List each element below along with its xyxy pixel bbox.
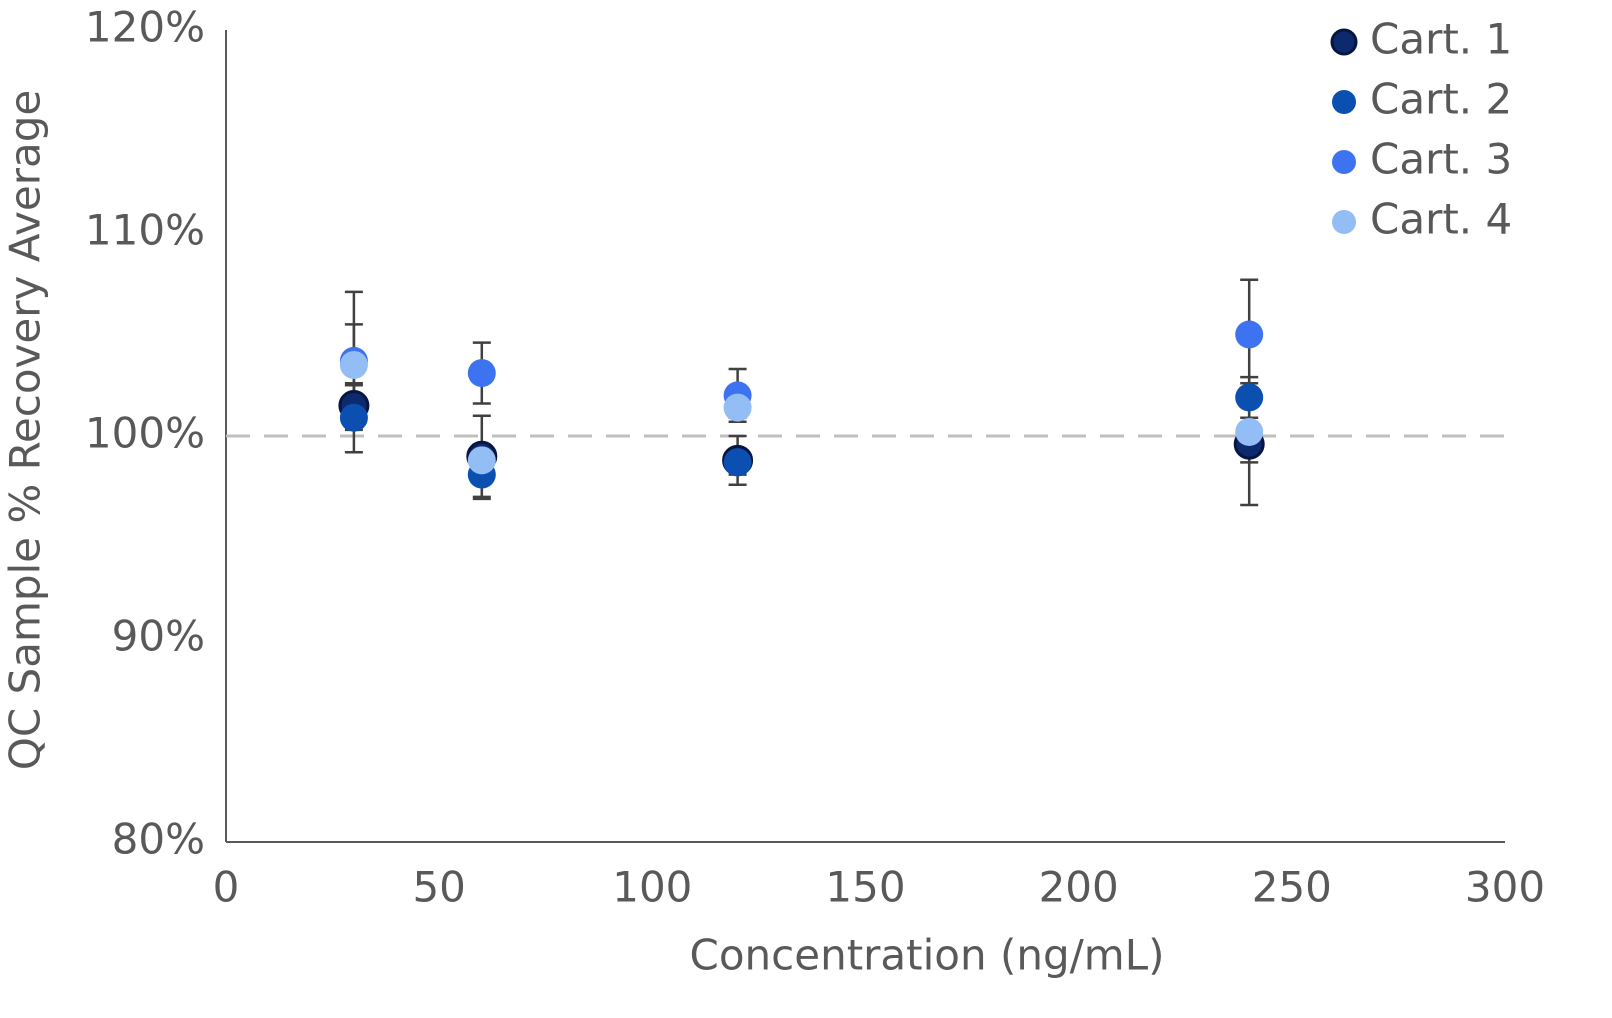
legend-label: Cart. 3 (1370, 135, 1512, 184)
point (1235, 383, 1264, 412)
point (339, 403, 368, 432)
x-tick-label: 100 (612, 863, 692, 912)
y-tick-label: 120% (85, 3, 205, 52)
legend-marker (1332, 150, 1356, 174)
point (467, 446, 496, 475)
legend-label: Cart. 2 (1370, 75, 1512, 124)
y-tick-label: 80% (112, 815, 205, 864)
legend-marker (1332, 90, 1356, 114)
legend-label: Cart. 4 (1370, 195, 1512, 244)
point (1235, 320, 1264, 349)
x-axis-title: Concentration (ng/mL) (690, 931, 1165, 980)
x-tick-label: 50 (412, 863, 465, 912)
y-axis-title: QC Sample % Recovery Average (1, 90, 50, 770)
point (339, 350, 368, 379)
legend-marker (1330, 28, 1358, 56)
x-tick-label: 250 (1252, 863, 1332, 912)
point (467, 359, 496, 388)
legend-label: Cart. 1 (1370, 15, 1512, 64)
x-tick-label: 150 (825, 863, 905, 912)
y-tick-label: 100% (85, 409, 205, 458)
y-tick-label: 110% (85, 206, 205, 255)
legend-marker (1332, 210, 1356, 234)
x-tick-label: 200 (1039, 863, 1119, 912)
y-tick-label: 90% (112, 612, 205, 661)
point (723, 448, 752, 477)
x-tick-label: 300 (1465, 863, 1545, 912)
x-tick-label: 0 (213, 863, 240, 912)
point (723, 393, 752, 422)
point (1235, 417, 1264, 446)
